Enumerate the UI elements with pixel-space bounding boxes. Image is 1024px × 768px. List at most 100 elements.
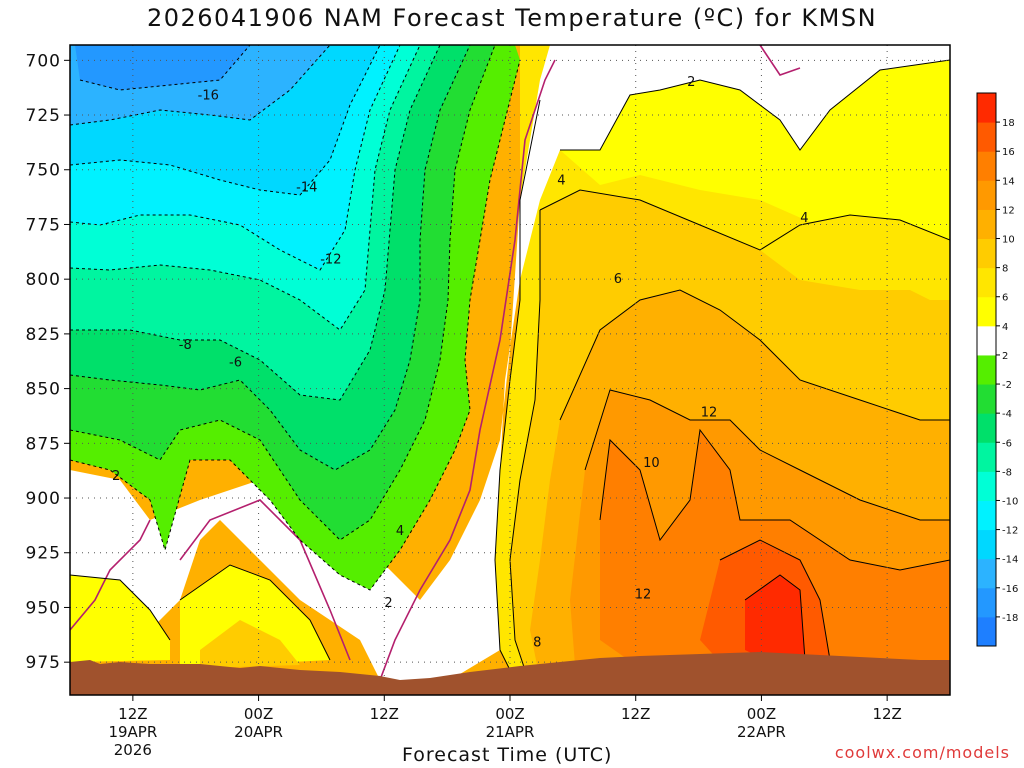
contour-label: 4: [557, 174, 565, 189]
freezing-line-2: [179, 499, 351, 661]
contour-label: 10: [643, 456, 660, 471]
contour-label: 4: [800, 211, 808, 226]
colorbar-swatch: [977, 122, 996, 152]
colorbar-label: 6: [1002, 293, 1008, 304]
colorbar-swatch: [977, 267, 996, 298]
y-tick-label: 700: [26, 51, 61, 71]
contour-label: 4: [396, 524, 404, 539]
field-2-4-top: [560, 60, 950, 240]
x-tick-label: 12Z: [118, 705, 147, 723]
colorbar-label: -18: [1002, 613, 1018, 624]
contour-label: -14: [296, 180, 317, 195]
contour-minus14: [70, 45, 381, 196]
field-2-4-left: [70, 575, 170, 662]
y-tick-label: 850: [26, 380, 61, 400]
colorbar-swatch: [977, 587, 996, 618]
colorbar-swatch: [977, 616, 996, 647]
y-tick-label: 750: [26, 161, 61, 181]
contour-label: -6: [229, 355, 242, 370]
contour-minus12: [70, 45, 401, 271]
contour-label: 2: [112, 469, 120, 484]
colorbar: -18 -16 -14 -12 -10 -8 -6 -4 -2 2 4 6 8 10 12 14 16 18: [976, 92, 1018, 647]
x-tick-label: 12Z: [370, 705, 399, 723]
colorbar-swatch: [977, 471, 996, 501]
colorbar-label: -16: [1002, 584, 1018, 595]
colorbar-swatch: [977, 296, 996, 327]
x-tick-date: 20APR: [234, 723, 283, 741]
colorbar-label: -12: [1002, 526, 1018, 537]
colorbar-label: 2: [1002, 351, 1008, 362]
contour-14: [719, 539, 831, 661]
y-tick-label: 775: [26, 215, 61, 235]
y-tick-label: 825: [26, 325, 61, 345]
colorbar-label: 12: [1002, 205, 1015, 216]
colorbar-swatch: [977, 558, 996, 589]
contour-6: [559, 289, 950, 421]
colorbar-swatch: [977, 180, 996, 210]
y-tick-label: 900: [26, 489, 61, 509]
y-tick-label: 950: [26, 598, 61, 618]
colorbar-swatch: [977, 238, 996, 269]
colorbar-label: 4: [1002, 322, 1008, 333]
x-tick-label: 00Z: [495, 705, 524, 723]
contour-label: -12: [320, 252, 341, 267]
credit-text: coolwx.com/models: [834, 743, 1010, 762]
terrain: [70, 652, 950, 695]
contour-label: 12: [635, 587, 652, 602]
x-tick-label: 12Z: [872, 705, 901, 723]
freezing-line-3: [379, 59, 556, 681]
temperature-field: [70, 45, 950, 695]
contour-minus8: [70, 45, 441, 401]
x-tick-label: 12Z: [621, 705, 650, 723]
colorbar-label: -8: [1002, 467, 1012, 478]
grid-lines: [70, 45, 950, 695]
contour-label: 12: [701, 406, 718, 421]
x-tick-date: 19APR: [108, 723, 157, 741]
contour-16: [744, 574, 806, 661]
x-tick-date: 21APR: [486, 723, 535, 741]
colorbar-swatch: [977, 209, 996, 240]
x-tick-label: 00Z: [244, 705, 273, 723]
x-axis-label: Forecast Time (UTC): [402, 744, 613, 766]
contour-2-left: [70, 574, 171, 641]
y-tick-label: 800: [26, 270, 61, 290]
colorbar-swatch: [977, 442, 996, 472]
freezing-line-4: [759, 45, 801, 76]
contour-2-front: [494, 99, 541, 691]
y-tick-label: 725: [26, 106, 61, 126]
freezing-line-1: [70, 519, 151, 631]
colorbar-label: 18: [1002, 118, 1015, 129]
contour-label: 8: [533, 635, 541, 650]
field-16-18: [745, 575, 805, 662]
contour-2-pocket: [179, 564, 331, 661]
y-tick-label: 875: [26, 434, 61, 454]
contour-12: [599, 428, 950, 571]
contour-minus18: [79, 45, 251, 91]
colorbar-label: 16: [1002, 147, 1015, 158]
contour-label: 2: [384, 596, 392, 611]
contour-minus10: [70, 45, 421, 331]
colorbar-swatch: [977, 354, 996, 385]
y-tick-label: 925: [26, 544, 61, 564]
colorbar-swatch: [977, 93, 996, 123]
contour-4-top: [539, 189, 950, 251]
colorbar-label: -2: [1002, 380, 1012, 391]
colorbar-swatch: [977, 413, 996, 443]
cold-contours: [70, 45, 521, 591]
contour-label: 2: [687, 75, 695, 90]
colorbar-swatch: [977, 384, 996, 414]
contour-10: [584, 389, 950, 521]
contour-label: 6: [614, 272, 622, 287]
chart-title: 2026041906 NAM Forecast Temperature (ºC)…: [146, 4, 878, 32]
field-minus2-2: [70, 45, 950, 690]
contour-label: -16: [198, 88, 219, 103]
colorbar-frame: [976, 92, 997, 647]
x-tick-year: 2026: [114, 741, 152, 759]
colorbar-label: -10: [1002, 496, 1018, 507]
contour-labels: -16 -14 -12 -8 -6 2 4 2 2 4 4 6 10 12 12 8: [112, 75, 809, 650]
contour-4-front: [509, 210, 541, 686]
colorbar-swatch: [977, 151, 996, 181]
colorbar-label: 8: [1002, 264, 1008, 275]
colorbar-swatch: [977, 325, 996, 356]
